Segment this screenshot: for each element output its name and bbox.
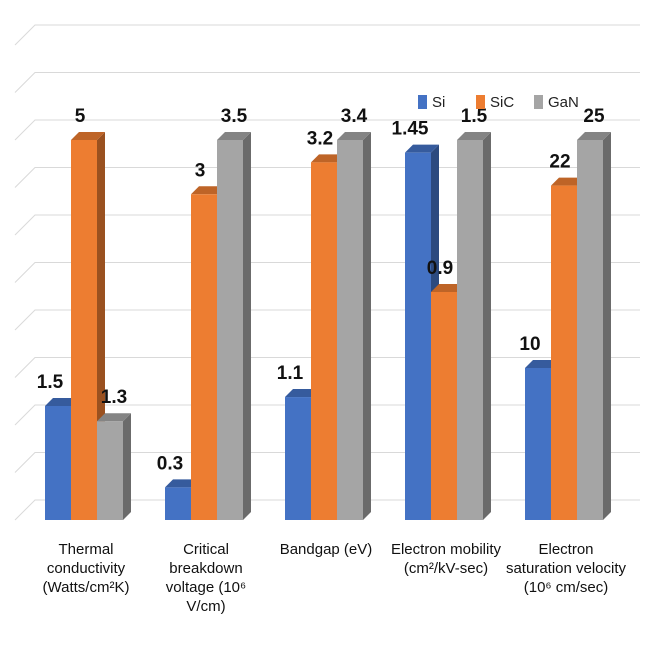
data-label: 10 — [519, 334, 540, 355]
bar-top — [551, 177, 585, 186]
bar-side — [483, 132, 491, 520]
data-label: 0.3 — [157, 453, 183, 474]
bar — [525, 368, 551, 520]
x-tick-label: Electron mobility (cm²/kV-sec) — [390, 541, 502, 577]
bar — [457, 140, 483, 520]
data-label: 1.5 — [37, 372, 64, 393]
data-label: 3.5 — [221, 106, 248, 127]
bar-side — [603, 132, 611, 520]
bar — [405, 152, 431, 520]
grid-line — [14, 24, 640, 46]
data-label: 3.4 — [341, 106, 368, 127]
data-label: 3 — [195, 160, 206, 181]
bar — [551, 185, 577, 520]
bar — [71, 140, 97, 520]
legend-swatch — [418, 95, 427, 109]
legend-label: Si — [432, 94, 445, 111]
x-tick-label: Electron saturation velocity (10⁶ cm/sec… — [505, 541, 627, 596]
bar-top — [337, 132, 371, 140]
bar-top — [71, 132, 105, 140]
data-label: 1.1 — [277, 363, 304, 384]
bar-top — [311, 154, 345, 163]
bar — [577, 140, 603, 520]
data-label: 3.2 — [307, 128, 333, 149]
legend-swatch — [534, 95, 543, 109]
bar-top — [431, 284, 465, 292]
data-label: 5 — [75, 106, 86, 127]
data-label: 1.45 — [392, 119, 429, 140]
data-label: 0.9 — [427, 258, 453, 279]
legend-label: GaN — [548, 94, 579, 111]
bar-top — [285, 389, 319, 398]
bar-top — [165, 479, 199, 488]
x-tick-label: Bandgap (eV) — [279, 541, 373, 558]
legend-swatch — [476, 95, 485, 109]
grid-line — [14, 119, 640, 141]
bar — [165, 487, 191, 520]
x-tick-label: Thermal conductivity (Watts/cm²K) — [42, 541, 130, 596]
bar-top — [191, 186, 225, 195]
bar-top — [457, 132, 491, 140]
bar-top — [405, 144, 439, 153]
bar-top — [525, 360, 559, 368]
bar-top — [217, 132, 251, 140]
grid-line — [14, 72, 640, 93]
bar-top — [45, 398, 79, 406]
bar-side — [123, 413, 131, 520]
bar — [97, 421, 123, 520]
data-label: 25 — [583, 106, 605, 127]
data-label: 22 — [549, 152, 570, 173]
bar-side — [363, 132, 371, 520]
bar — [191, 194, 217, 521]
data-label: 1.5 — [461, 106, 488, 127]
data-label: 1.3 — [101, 387, 127, 408]
bar-top — [97, 413, 131, 422]
legend-label: SiC — [490, 94, 514, 111]
bar-top — [577, 132, 611, 140]
bar — [45, 406, 71, 520]
bar — [311, 162, 337, 520]
bar — [337, 140, 363, 520]
bar-side — [243, 132, 251, 520]
x-tick-label: Critical breakdown voltage (10⁶ V/cm) — [165, 541, 247, 615]
bar — [285, 397, 311, 520]
bar — [217, 140, 243, 520]
bar — [431, 292, 457, 520]
